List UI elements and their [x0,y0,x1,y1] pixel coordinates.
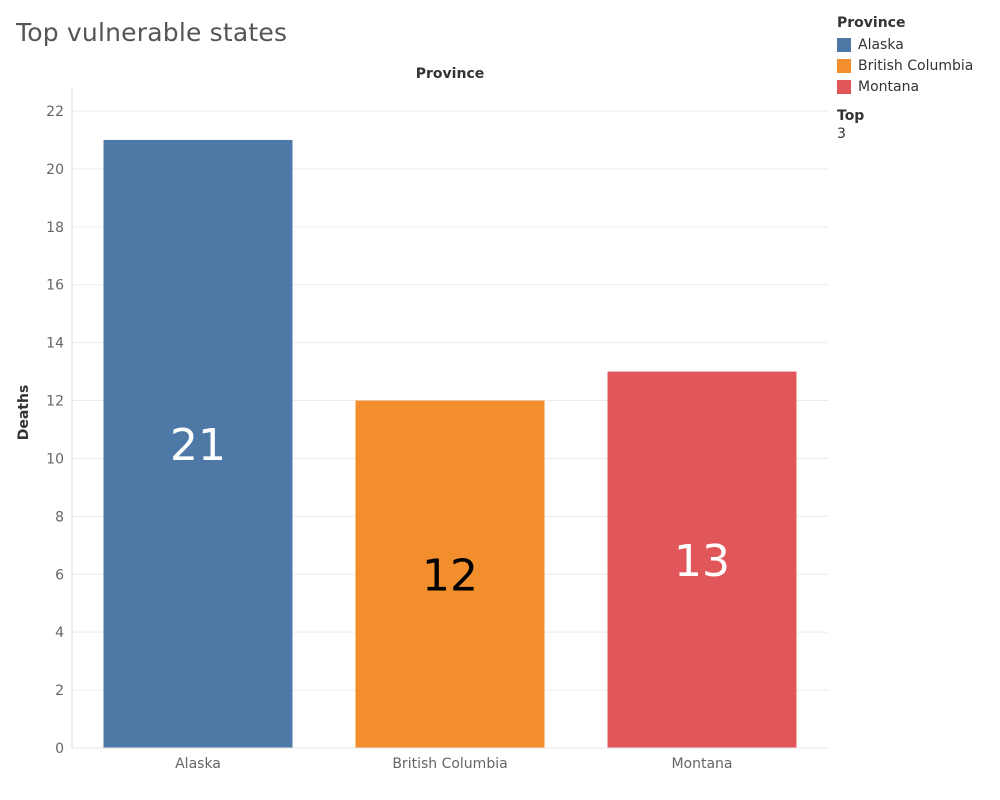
legend-label: Alaska [858,36,904,53]
x-tick-label: British Columbia [392,756,507,772]
y-tick-label: 2 [55,683,64,699]
x-axis-title: Province [416,66,484,82]
bar-value-label: 13 [674,536,730,587]
y-tick-label: 6 [55,567,64,583]
top-filter[interactable]: Top 3 [837,108,864,142]
chart-title: Top vulnerable states [16,18,288,47]
x-tick-label: Alaska [175,756,221,772]
y-tick-label: 8 [55,509,64,525]
top-filter-label: Top [837,108,865,124]
y-tick-label: 18 [46,220,64,236]
legend-item-alaska[interactable]: Alaska [837,34,973,55]
legend-title: Province [837,15,906,31]
y-tick-label: 22 [46,104,64,120]
bar-alaska [103,139,293,749]
y-tick-label: 12 [46,394,64,410]
legend: Province Alaska British Columbia Montana [837,15,973,97]
y-tick-label: 14 [46,336,64,352]
bar-montana [607,371,797,748]
legend-item-montana[interactable]: Montana [837,76,973,97]
legend-swatch [837,37,851,52]
legend-swatch [837,58,851,73]
bar-value-label: 12 [422,550,478,601]
y-tick-label: 16 [46,278,64,294]
legend-item-british-columbia[interactable]: British Columbia [837,55,973,76]
y-tick-label: 10 [46,451,64,467]
y-tick-label: 0 [55,741,64,757]
x-tick-label: Montana [671,756,732,772]
legend-label: British Columbia [858,57,974,74]
y-axis-title: Deaths [16,385,32,441]
bar-british-columbia [355,400,545,748]
legend-label: Montana [858,78,920,95]
y-tick-label: 20 [46,162,64,178]
top-filter-value: 3 [837,126,846,142]
y-tick-label: 4 [55,625,64,641]
bar-value-label: 21 [170,420,226,471]
legend-swatch [837,79,851,94]
